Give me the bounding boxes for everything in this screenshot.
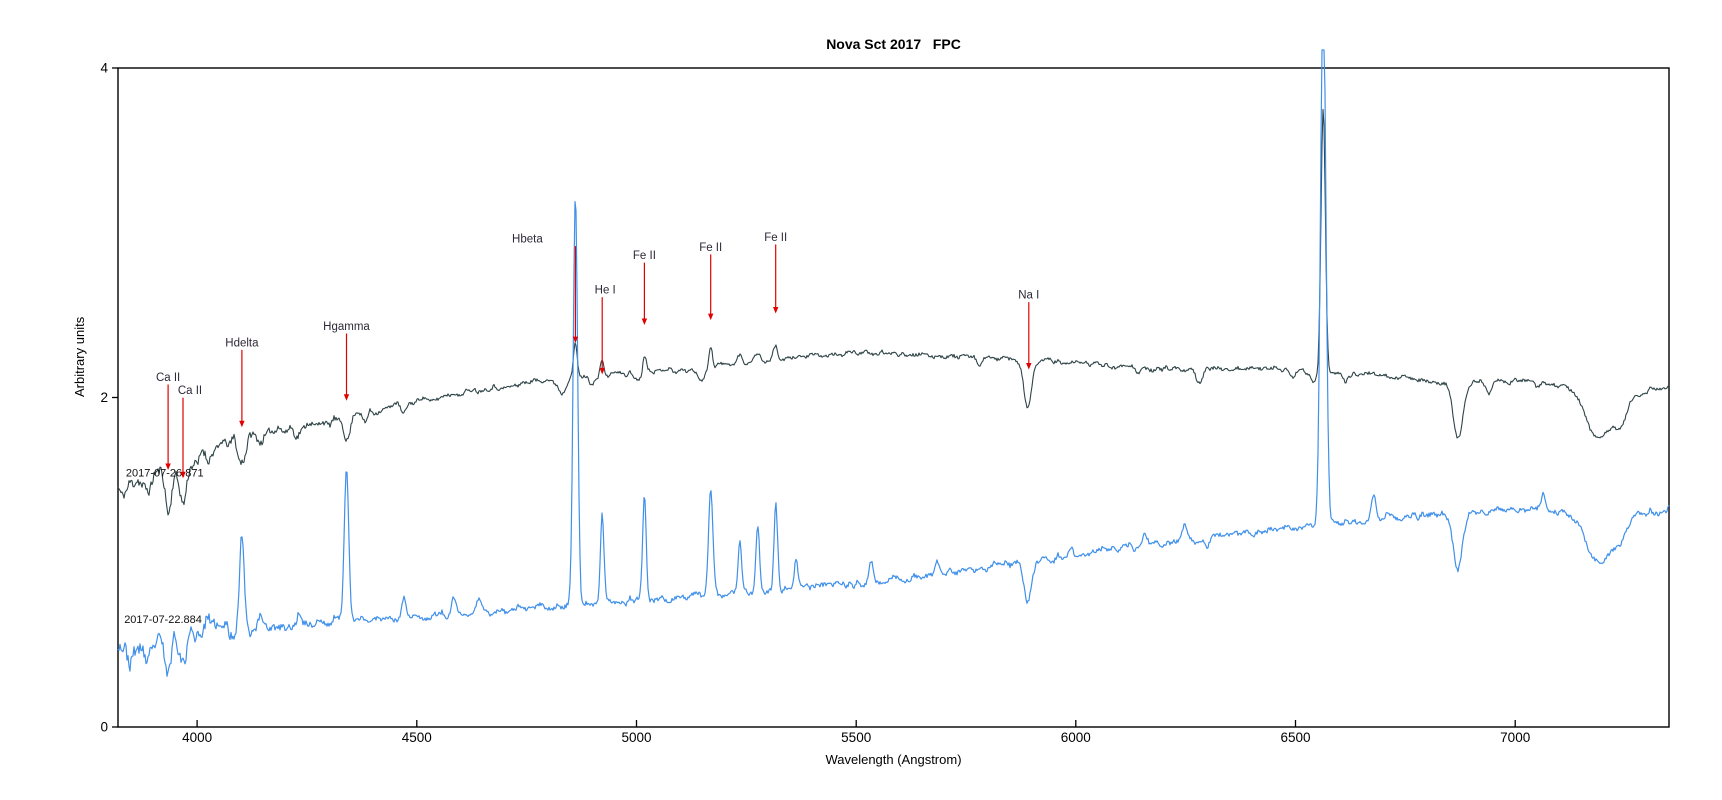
x-tick-label: 7000 [1500,730,1530,745]
x-tick-label: 4500 [402,730,432,745]
line-annotation-label: Fe II [699,242,722,254]
line-annotation-label: Ca II [156,372,180,384]
x-tick-label: 5500 [841,730,871,745]
plot-border [117,67,1670,728]
x-tick-label: 4000 [182,730,212,745]
x-tick-label: 6500 [1280,730,1310,745]
line-annotation-label: Na I [1018,290,1039,302]
annotation-arrowhead [165,463,171,470]
x-tick-label: 5000 [621,730,651,745]
line-annotation-label: Hbeta [512,234,543,246]
x-axis-title: Wavelength (Angstrom) [825,752,962,767]
annotation-arrowhead [708,313,714,321]
annotation-arrowhead [180,471,186,479]
annotation-arrowhead [572,336,579,344]
series-date-label: 2017-07-26.871 [126,468,204,480]
x-tick-label: 6000 [1061,730,1091,745]
annotation-arrowhead [343,394,350,401]
line-annotation-label: Hdelta [225,337,259,349]
line-annotation-label: Fe II [764,232,787,244]
line-annotation-label: He I [595,285,616,297]
series-date-label: 2017-07-22.884 [124,614,202,626]
chart-title: Nova Sct 2017 FPC [826,36,961,52]
y-tick-label: 0 [100,720,108,735]
annotation-arrowhead [773,307,779,314]
spectrum-line-1 [117,108,1670,516]
y-tick-label: 4 [100,61,108,76]
y-tick-label: 2 [100,390,108,405]
spectrum-line-2 [117,49,1670,677]
line-annotation-label: Fe II [633,250,656,262]
annotation-arrowhead [239,420,245,428]
annotation-arrowhead [599,367,605,375]
line-annotation-label: Ca II [178,385,202,397]
annotation-arrowhead [641,318,648,325]
annotation-arrowhead [1026,363,1032,370]
line-annotation-label: Hgamma [323,321,370,333]
